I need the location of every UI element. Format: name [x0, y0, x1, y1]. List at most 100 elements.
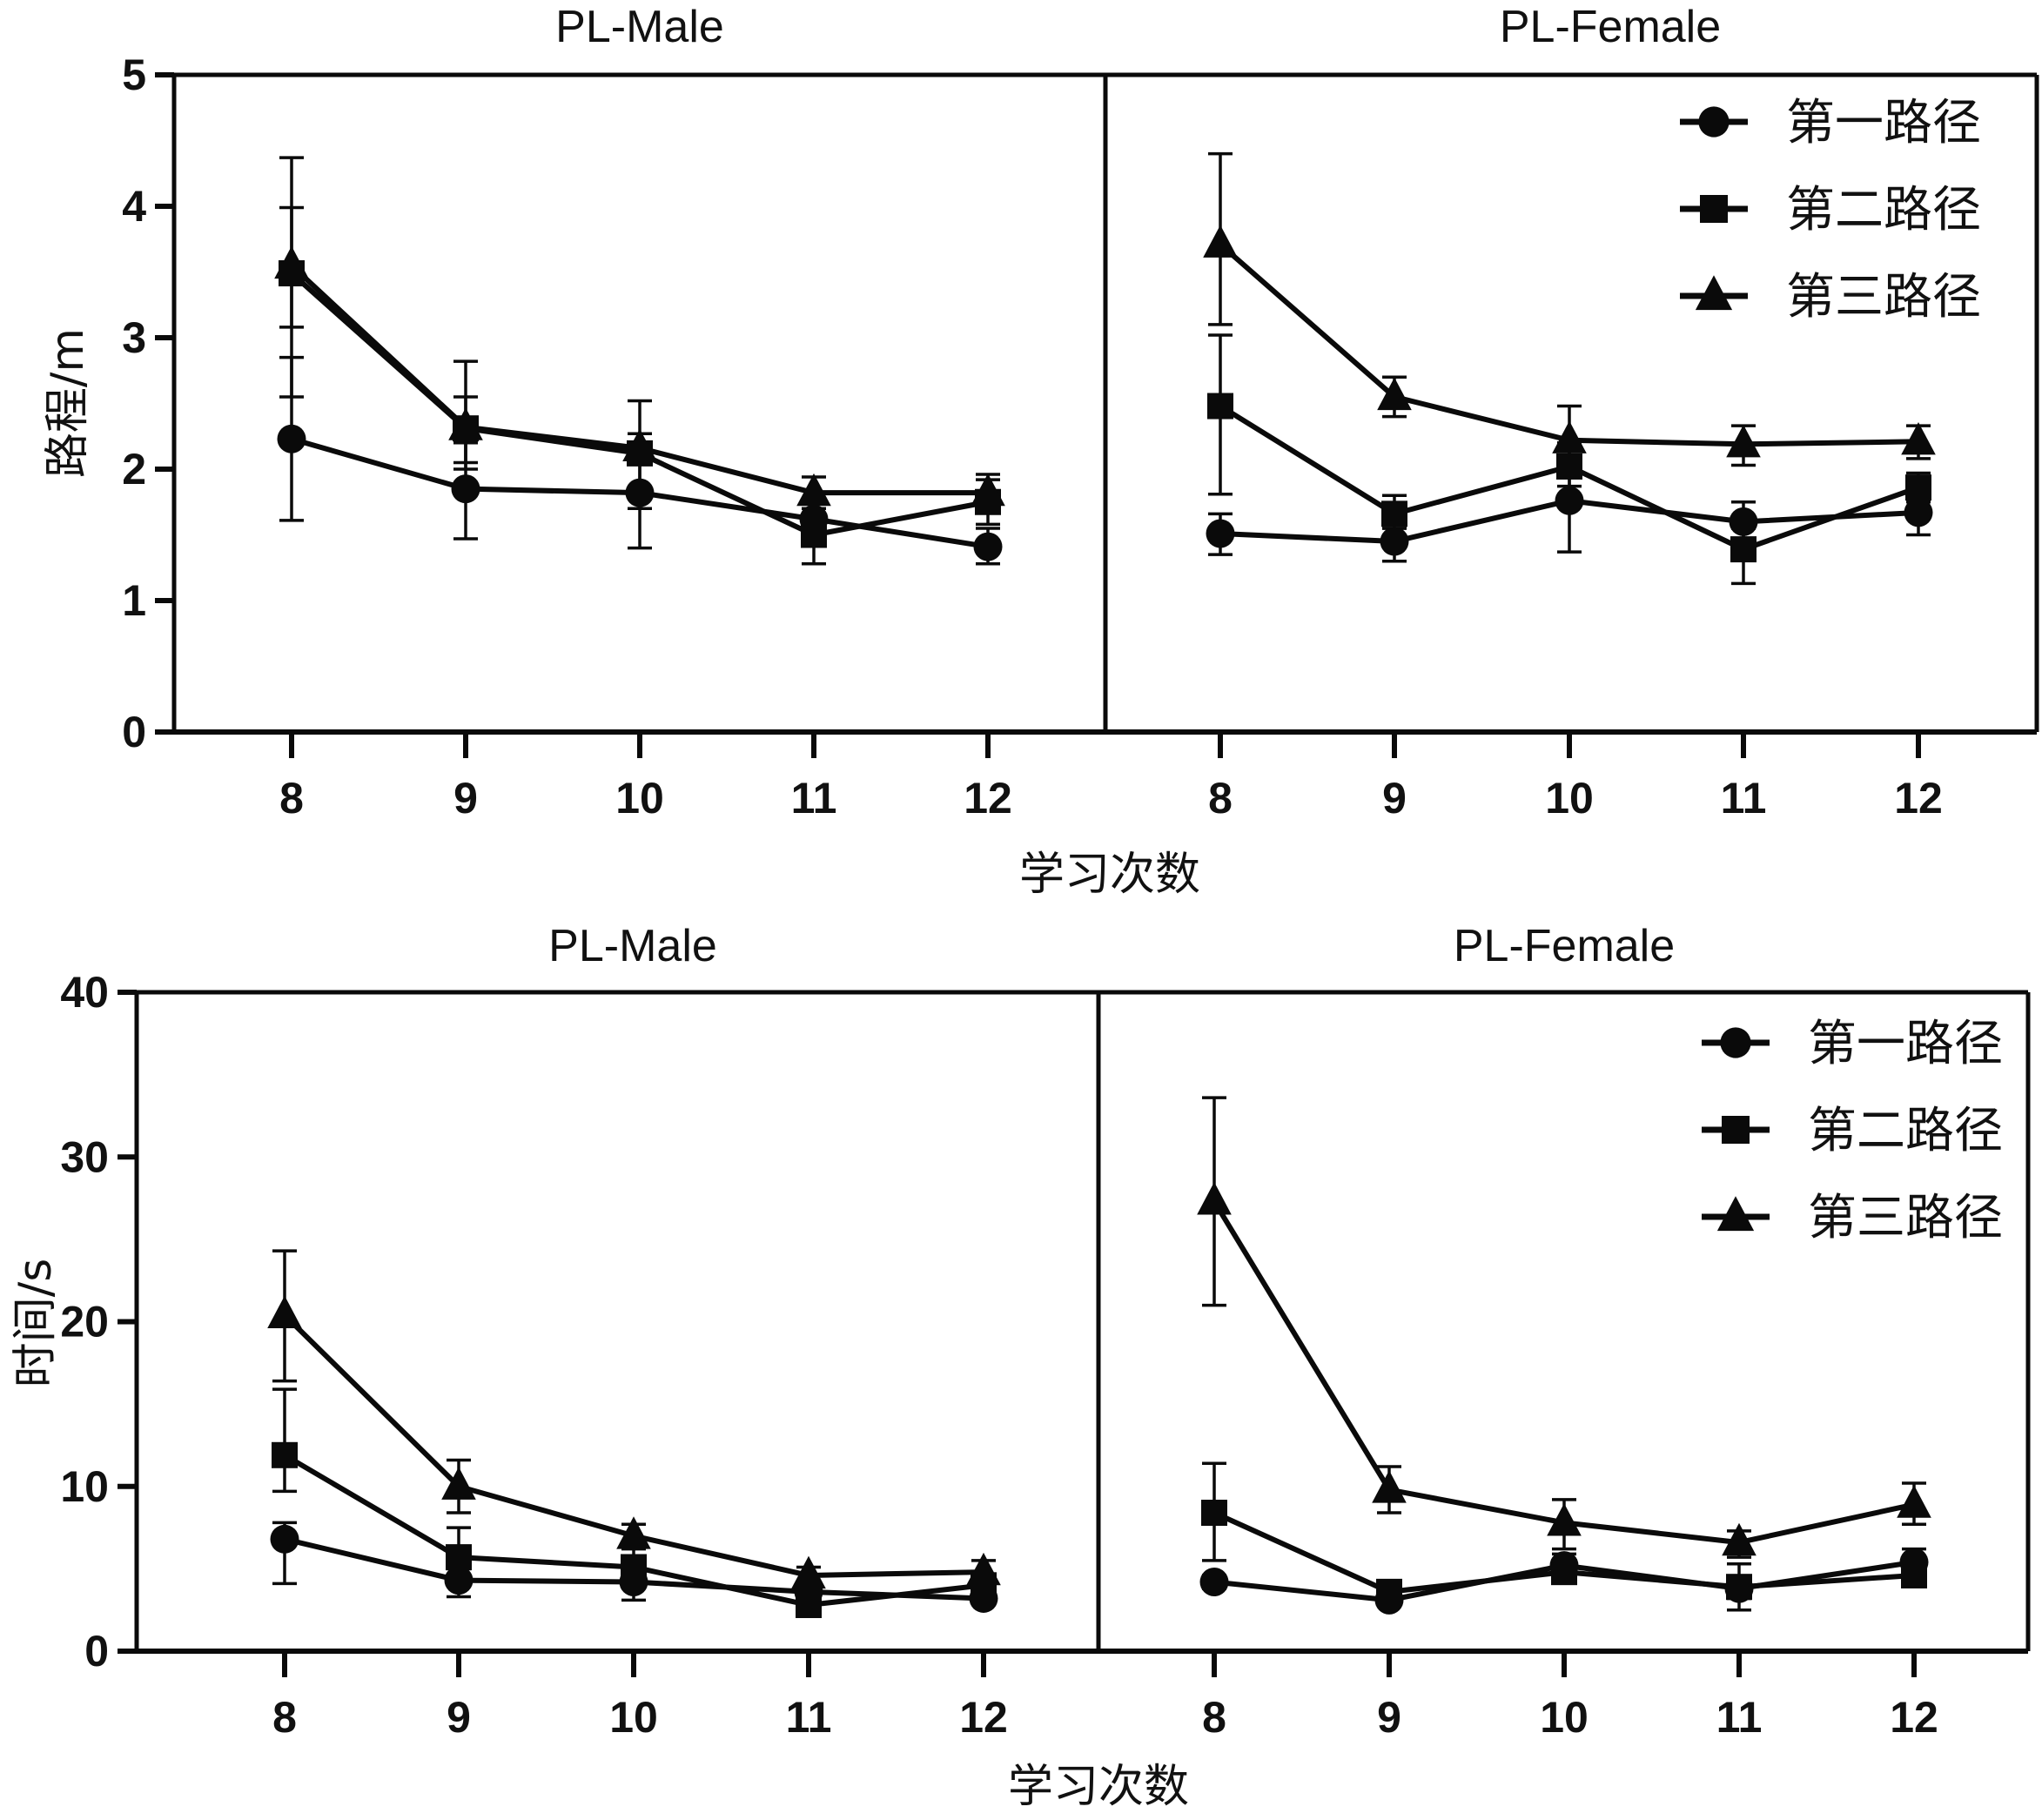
series-line	[1212, 1199, 1915, 1546]
series-3	[1203, 151, 1936, 478]
x-tick-label: 9	[1382, 774, 1407, 823]
data-point-circle	[973, 532, 1003, 561]
y-axis-label-distance: 路程/m	[42, 328, 94, 478]
x-tick-label: 12	[1894, 774, 1943, 823]
x-tick-label: 8	[272, 1693, 297, 1742]
x-tick-label: 8	[1202, 1693, 1226, 1742]
legend-marker-circle	[1720, 1027, 1751, 1058]
x-tick-label: 9	[1377, 1693, 1401, 1742]
x-tick-label: 10	[615, 774, 664, 823]
data-point-triangle	[966, 1552, 1001, 1586]
legend-marker-square	[1700, 195, 1728, 223]
data-point-square	[1381, 500, 1407, 527]
data-point-triangle	[441, 1467, 476, 1500]
data-point-circle	[444, 1566, 474, 1595]
y-tick-label: 20	[60, 1298, 109, 1347]
x-tick-label: 8	[1208, 774, 1233, 823]
data-point-square	[1905, 474, 1931, 501]
x-tick-label: 12	[1890, 1693, 1938, 1742]
legend-label: 第三路径	[1786, 269, 1981, 326]
y-tick-label: 5	[122, 50, 146, 99]
data-point-square	[1201, 1500, 1227, 1527]
x-tick-label: 11	[791, 774, 837, 823]
legend-item: 第三路径	[1702, 1190, 2003, 1246]
legend-marker-square	[1722, 1116, 1750, 1144]
series-3	[267, 1249, 1001, 1589]
data-point-circle	[1904, 498, 1933, 527]
x-tick-label: 11	[1716, 1693, 1763, 1742]
y-tick-label: 4	[122, 182, 146, 231]
data-point-triangle	[1897, 1485, 1931, 1518]
data-point-triangle	[622, 428, 657, 461]
data-point-circle	[1206, 519, 1235, 548]
data-point-triangle	[1726, 424, 1761, 458]
data-point-square	[446, 1544, 472, 1571]
x-tick-label: 10	[1545, 774, 1594, 823]
panel-male-time: 0 10 20 30 40 8 9 10 11 12	[60, 968, 1101, 1742]
legend-item: 第一路径	[1702, 1016, 2003, 1072]
data-point-square	[272, 1441, 298, 1468]
panel-title-female-distance: PL-Female	[1500, 2, 1721, 52]
data-point-triangle	[616, 1516, 651, 1549]
x-tick-label: 10	[1540, 1693, 1589, 1742]
x-axis-label-distance: 学习次数	[1019, 849, 1200, 901]
data-point-square	[1551, 1559, 1577, 1586]
x-tick-label: 9	[447, 1693, 471, 1742]
y-tick-label: 2	[122, 445, 146, 494]
series-2	[1201, 1461, 1927, 1612]
data-point-triangle	[448, 407, 483, 440]
data-point-square	[1901, 1561, 1927, 1588]
legend-item: 第一路径	[1680, 95, 1981, 151]
data-point-square	[1730, 536, 1757, 563]
data-point-triangle	[267, 1295, 302, 1329]
y-tick-label: 3	[122, 313, 146, 362]
data-point-triangle	[1552, 420, 1587, 453]
data-point-circle	[1380, 527, 1409, 556]
legend-item: 第二路径	[1702, 1103, 2003, 1159]
x-axis-label-time: 学习次数	[1008, 1761, 1189, 1813]
data-point-triangle	[274, 245, 309, 279]
data-point-triangle	[1197, 1182, 1232, 1215]
data-point-triangle	[1901, 421, 1936, 455]
data-point-square	[621, 1554, 647, 1581]
y-tick-label: 1	[122, 576, 146, 625]
data-point-circle	[1199, 1568, 1229, 1597]
legend-marker-circle	[1698, 106, 1730, 138]
data-point-square	[1376, 1578, 1402, 1605]
series-3	[1197, 1096, 1931, 1559]
data-point-square	[796, 1592, 822, 1619]
data-point-triangle	[1377, 377, 1412, 411]
legend-label: 第二路径	[1786, 182, 1981, 238]
data-point-square	[1726, 1574, 1752, 1601]
series-3	[274, 156, 1005, 514]
data-point-triangle	[1372, 1470, 1407, 1503]
x-tick-label: 8	[279, 774, 304, 823]
legend-label: 第一路径	[1786, 95, 1981, 151]
x-tick-label: 12	[964, 774, 1012, 823]
y-tick-label: 30	[60, 1132, 109, 1181]
x-tick-label: 12	[959, 1693, 1008, 1742]
legend-item: 第二路径	[1680, 182, 1981, 238]
series-2	[272, 1387, 997, 1619]
legend-marker-triangle	[1716, 1196, 1755, 1232]
y-axis-label-time: 时间/s	[10, 1259, 62, 1388]
panel-title-male-time: PL-Male	[548, 921, 717, 971]
data-point-triangle	[971, 473, 1005, 507]
y-tick-label: 0	[84, 1627, 109, 1676]
legend-label: 第一路径	[1808, 1016, 2003, 1072]
data-point-circle	[451, 474, 480, 504]
x-tick-label: 11	[1721, 774, 1767, 823]
legend-label: 第三路径	[1808, 1190, 2003, 1246]
data-point-triangle	[1722, 1522, 1757, 1556]
panel-title-male-distance: PL-Male	[555, 2, 724, 52]
data-point-square	[801, 521, 827, 548]
y-tick-label: 0	[122, 708, 146, 756]
x-tick-label: 10	[609, 1693, 658, 1742]
data-point-triangle	[1547, 1503, 1582, 1536]
